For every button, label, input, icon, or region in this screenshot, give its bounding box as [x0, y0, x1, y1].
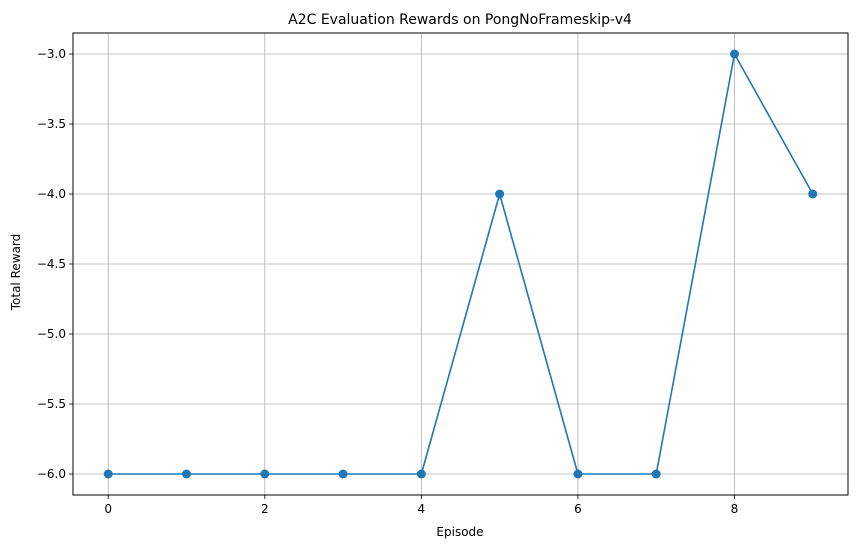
data-point [573, 469, 583, 479]
y-tick-label: −6.0 [37, 467, 66, 481]
series-line [108, 53, 814, 475]
y-tick-label: −3.0 [37, 47, 66, 61]
x-tick-label: 2 [261, 502, 269, 516]
data-point [651, 469, 661, 479]
grid [73, 33, 848, 495]
chart-title: A2C Evaluation Rewards on PongNoFrameski… [288, 12, 632, 28]
data-point [103, 469, 113, 479]
ticks: 0 2 4 6 8 −6.0 −5.5 −5.0 −4.5 −4.0 −3.5 −3.0 [37, 47, 738, 516]
y-tick-label: −3.5 [37, 117, 66, 131]
data-point [808, 189, 818, 199]
data-point [182, 469, 192, 479]
x-tick-label: 6 [574, 502, 582, 516]
y-tick-label: −5.5 [37, 397, 66, 411]
data-point [416, 469, 426, 479]
y-tick-label: −5.0 [37, 327, 66, 341]
data-point [729, 49, 739, 59]
data-point [260, 469, 270, 479]
x-tick-label: 4 [418, 502, 426, 516]
x-tick-label: 8 [731, 502, 739, 516]
series-layer [103, 49, 818, 479]
y-axis-label: Total Reward [9, 234, 23, 312]
data-point [495, 189, 505, 199]
y-tick-label: −4.0 [37, 187, 66, 201]
data-point [338, 469, 348, 479]
x-tick-label: 0 [104, 502, 112, 516]
x-axis-label: Episode [436, 525, 483, 539]
y-tick-label: −4.5 [37, 257, 66, 271]
